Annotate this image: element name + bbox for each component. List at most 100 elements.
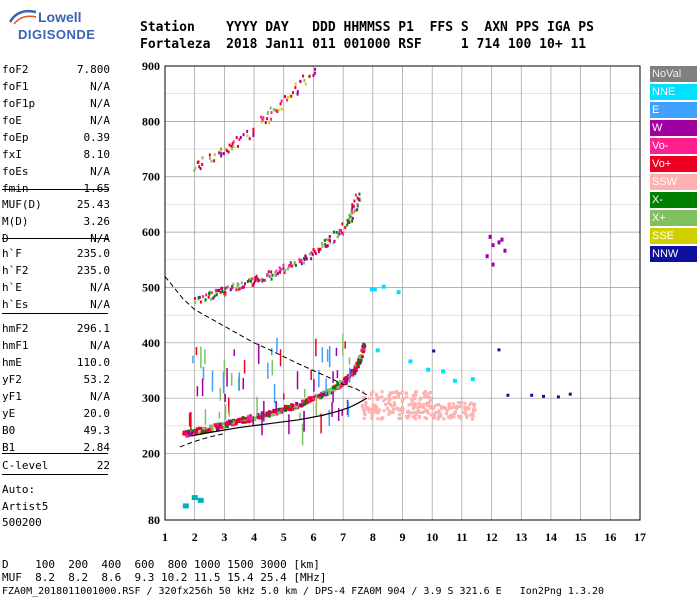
- scattered-echo: [347, 402, 350, 418]
- second-hop-echo: [342, 232, 345, 236]
- third-hop-echo: [218, 151, 221, 155]
- third-hop-echo: [252, 127, 255, 131]
- param-row-c-1: h`F2 235.0: [2, 261, 110, 281]
- o-trace-echo: [187, 431, 191, 435]
- o-trace-echo: [243, 420, 247, 424]
- y-tick-label: 500: [142, 280, 160, 294]
- o-trace-echo: [195, 427, 199, 431]
- second-hop-echo: [289, 261, 292, 265]
- third-hop-echo: [312, 74, 315, 78]
- nne-echo: [375, 348, 380, 353]
- ssw-echo: [432, 416, 436, 420]
- scattered-echo: [342, 333, 344, 356]
- second-hop-echo: [313, 249, 316, 253]
- ssw-echo: [468, 403, 472, 407]
- second-hop-echo: [317, 247, 320, 251]
- param-separator: [2, 453, 108, 454]
- ssw-echo: [374, 410, 378, 414]
- o-trace-echo: [284, 408, 288, 412]
- param-name: hmF1: [2, 339, 29, 352]
- second-hop-echo: [324, 242, 327, 246]
- second-hop-echo: [348, 216, 351, 220]
- scattered-echo: [310, 370, 312, 381]
- ssw-echo: [414, 410, 418, 414]
- param-separator: [2, 238, 108, 239]
- o-trace-echo: [305, 401, 309, 405]
- ssw-echo: [367, 410, 371, 414]
- scattered-echo: [227, 397, 230, 414]
- o-trace-echo: [280, 408, 284, 412]
- ssw-echo: [397, 392, 401, 396]
- third-hop-echo: [272, 107, 275, 111]
- second-hop-echo: [207, 295, 210, 299]
- o-trace-echo: [299, 403, 303, 407]
- second-hop-echo: [344, 225, 347, 229]
- ssw-echo: [366, 407, 370, 411]
- scattered-echo: [341, 409, 343, 416]
- o-trace-echo: [301, 399, 305, 403]
- third-hop-echo: [294, 86, 297, 90]
- ssw-echo: [392, 407, 396, 411]
- param-name: hmF2: [2, 322, 29, 335]
- second-hop-echo: [351, 206, 354, 210]
- param-row-d-1: hmF1 N/A: [2, 336, 110, 356]
- o-trace-echo: [219, 426, 223, 430]
- o-trace-echo: [320, 392, 324, 396]
- o-trace-echo: [265, 411, 269, 415]
- o-trace-echo: [287, 405, 291, 409]
- o-trace-echo: [357, 359, 361, 363]
- second-hop-echo: [268, 274, 271, 278]
- x-tick-label: 14: [545, 530, 557, 544]
- ssw-echo: [444, 412, 448, 416]
- ssw-echo: [362, 410, 366, 414]
- o-trace-echo: [295, 405, 299, 409]
- scattered-echo: [276, 337, 278, 353]
- scattered-echo: [204, 349, 206, 365]
- second-hop-echo: [257, 279, 260, 283]
- legend-item-vo: Vo+: [650, 156, 697, 172]
- param-name: h`F2: [2, 264, 29, 277]
- scattered-echo: [190, 411, 192, 430]
- ssw-echo: [453, 411, 457, 415]
- o-trace-echo: [202, 426, 206, 430]
- third-hop-echo: [213, 153, 216, 157]
- second-hop-echo: [246, 280, 249, 284]
- ssw-echo: [407, 403, 411, 407]
- o-trace-echo: [311, 396, 315, 400]
- ssw-echo: [407, 411, 411, 415]
- second-hop-echo: [314, 252, 317, 256]
- scattered-echo: [233, 349, 236, 356]
- second-hop-echo: [359, 199, 362, 203]
- ssw-echo: [376, 397, 380, 401]
- third-hop-echo: [232, 145, 235, 149]
- nnw-echo: [432, 349, 436, 353]
- param-row-d-2: hmE 110.0: [2, 353, 110, 373]
- second-hop-echo: [356, 203, 359, 207]
- second-hop-echo: [328, 235, 331, 239]
- logo-swirl-icon: [8, 9, 37, 25]
- legend-item-nne: NNE: [650, 84, 697, 100]
- nne-echo: [470, 377, 475, 382]
- y-tick-label: 700: [142, 170, 160, 184]
- ssw-echo: [416, 409, 420, 413]
- x-tick-label: 2: [192, 530, 198, 544]
- nne-echo: [408, 359, 413, 364]
- ssw-echo: [417, 410, 421, 414]
- o-trace-echo: [248, 416, 252, 420]
- ssw-echo: [388, 397, 392, 401]
- second-hop-echo: [337, 234, 340, 238]
- o-trace-echo: [238, 417, 242, 421]
- ssw-echo: [413, 405, 417, 409]
- ssw-echo: [380, 390, 384, 394]
- second-hop-echo: [270, 277, 273, 281]
- o-trace-echo: [336, 381, 340, 385]
- third-hop-echo: [262, 116, 265, 120]
- y-tick-label: 600: [142, 225, 160, 239]
- ssw-echo: [377, 408, 381, 412]
- third-hop-echo: [308, 74, 311, 78]
- param-row-d-5: yE 20.0: [2, 404, 110, 424]
- ssw-echo: [405, 410, 409, 414]
- third-hop-echo: [224, 147, 227, 151]
- param-name: M(D): [2, 215, 29, 228]
- ssw-echo: [465, 415, 469, 419]
